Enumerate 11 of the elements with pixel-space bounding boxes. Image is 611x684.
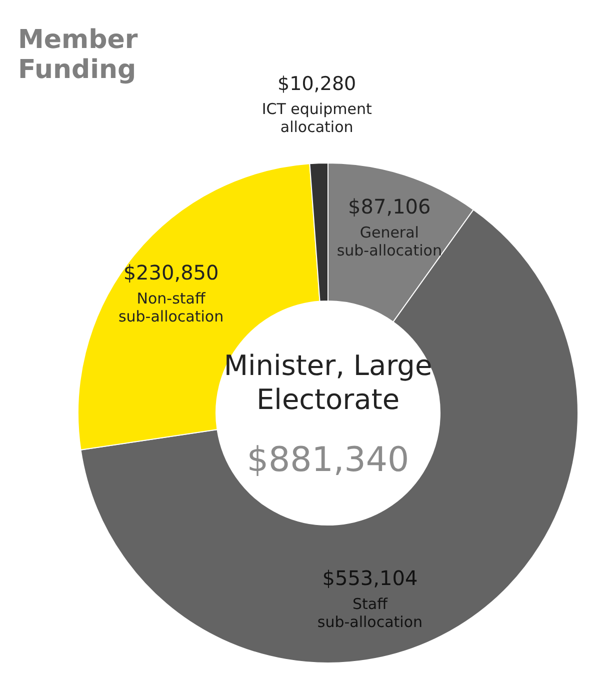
slice-label: ICT equipment allocation <box>262 100 372 136</box>
data-label: $230,850 <box>123 260 219 284</box>
chart-title: Member Funding <box>18 25 138 85</box>
data-label: $87,106 <box>348 194 431 219</box>
slice-label: Non-staff sub-allocation <box>118 289 224 326</box>
data-label: $10,280 <box>278 73 356 96</box>
text: $881,340 <box>246 440 410 480</box>
slice-label: General sub-allocation <box>336 224 442 260</box>
slice-label: Staff sub-allocation <box>317 595 423 631</box>
data-label: $553,104 <box>322 566 418 590</box>
text: Minister, Large Electorate <box>224 349 432 416</box>
